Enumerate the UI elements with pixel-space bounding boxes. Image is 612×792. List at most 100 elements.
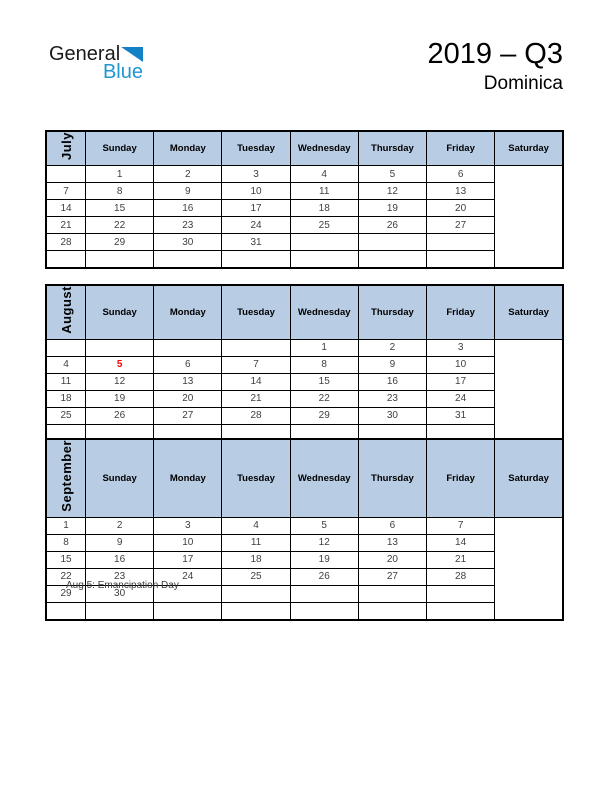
day-cell: 2 [357, 338, 428, 357]
day-cell: 20 [357, 550, 428, 569]
day-cell: 30 [84, 584, 155, 603]
empty-day-cell [357, 601, 428, 621]
empty-day-cell [45, 338, 86, 357]
day-cell: 12 [289, 533, 359, 552]
day-cell: 14 [45, 199, 86, 218]
day-cell: 28 [426, 567, 496, 586]
day-cell: 24 [221, 216, 291, 235]
day-cell: 12 [357, 182, 428, 201]
day-cell: 29 [84, 233, 155, 252]
day-cell: 30 [153, 233, 223, 252]
day-cell: 8 [45, 533, 86, 552]
day-cell: 27 [153, 406, 223, 425]
empty-day-cell [84, 601, 155, 621]
calendar-table: July Sunday Monday Tuesday Wednesday Thursday… [45, 130, 564, 270]
calendar-table: September Sunday Monday Tuesday Wednesday Thu… [45, 438, 564, 621]
month-label-cell: September [45, 438, 86, 518]
empty-day-cell [84, 338, 155, 357]
day-of-week-header: Tuesday [221, 130, 291, 167]
week-row: 8 9 10 11 12 13 14 [45, 533, 563, 552]
logo-top-row: General [49, 43, 143, 65]
day-cell: 1 [45, 516, 86, 535]
day-of-week-header: Thursday [357, 130, 428, 167]
day-cell: 25 [221, 567, 291, 586]
empty-day-cell [221, 250, 291, 269]
day-cell: 17 [153, 550, 223, 569]
week-row [45, 601, 563, 621]
day-of-week-header: Saturday [494, 130, 564, 167]
day-header-row: August Sunday Monday Tuesday Wednesday Thursd… [45, 284, 564, 340]
day-of-week-header: Tuesday [221, 438, 291, 518]
day-cell: 11 [45, 372, 86, 391]
day-cell: 15 [84, 199, 155, 218]
empty-day-cell [221, 601, 291, 621]
day-cell: 23 [153, 216, 223, 235]
day-cell: 21 [45, 216, 86, 235]
logo-text-blue: Blue [102, 61, 143, 83]
month-label-cell: July [45, 130, 86, 167]
day-of-week-header: Monday [153, 130, 223, 167]
empty-day-cell [289, 584, 359, 603]
day-cell: 15 [45, 550, 86, 569]
day-cell: 4 [45, 355, 86, 374]
empty-day-cell [153, 338, 223, 357]
day-of-week-header: Monday [153, 438, 223, 518]
title-block: 2019 – Q3 Dominica [428, 38, 563, 96]
day-cell: 19 [289, 550, 359, 569]
day-cell: 15 [289, 372, 359, 391]
empty-day-cell [45, 165, 86, 184]
day-cell: 7 [426, 516, 496, 535]
day-cell: 29 [289, 406, 359, 425]
day-of-week-header: Sunday [84, 438, 155, 518]
day-cell: 5 [289, 516, 359, 535]
day-cell: 9 [153, 182, 223, 201]
empty-day-cell [153, 601, 223, 621]
day-cell: 17 [426, 372, 496, 391]
day-cell: 3 [153, 516, 223, 535]
day-cell: 11 [221, 533, 291, 552]
empty-day-cell [357, 233, 428, 252]
day-cell: 10 [153, 533, 223, 552]
day-of-week-header: Wednesday [289, 284, 359, 340]
day-cell: 18 [289, 199, 359, 218]
month-label: July [58, 132, 74, 161]
weeks-body: 1 2 3 4 5 6 7 8 9 10 11 12 13 14 15 16 17 18 19 20 21 22 23 24 2… [45, 165, 563, 269]
page-subtitle: Dominica [483, 73, 563, 95]
week-row: 11 12 13 14 15 16 17 [45, 372, 563, 391]
day-cell: 23 [357, 389, 428, 408]
weeks-body: 1 2 3 4 5 6 7 8 9 10 11 12 13 14 15 16 17 18 19 20 21 22 23 24 2… [45, 516, 563, 621]
day-cell: 18 [45, 389, 86, 408]
day-of-week-header: Monday [153, 284, 223, 340]
empty-day-cell [426, 250, 496, 269]
day-cell: 28 [221, 406, 291, 425]
day-cell: 11 [289, 182, 359, 201]
day-cell: 21 [426, 550, 496, 569]
day-cell: 6 [357, 516, 428, 535]
empty-day-cell [289, 233, 359, 252]
day-cell: 28 [45, 233, 86, 252]
weeks-body: 1 2 3 4 5 6 7 8 9 10 11 12 13 14 15 16 17 18 19 20 21 22 23 24 2… [45, 338, 563, 443]
empty-day-cell [45, 601, 86, 621]
empty-day-cell [45, 250, 86, 269]
week-row: 18 19 20 21 22 23 24 [45, 389, 563, 408]
day-cell: 7 [45, 182, 86, 201]
day-cell: 2 [153, 165, 223, 184]
day-cell: 13 [153, 372, 223, 391]
month-table-august: August Sunday Monday Tuesday Wednesday Thursd… [45, 284, 564, 443]
page-title: 2019 – Q3 [427, 38, 563, 70]
day-cell: 13 [357, 533, 428, 552]
month-table-september: September Sunday Monday Tuesday Wednesday Thu… [45, 438, 564, 621]
empty-day-cell [153, 250, 223, 269]
day-cell: 22 [84, 216, 155, 235]
logo-triangle-icon [121, 47, 143, 62]
day-of-week-header: Thursday [357, 284, 428, 340]
day-cell: 6 [153, 355, 223, 374]
day-cell: 20 [153, 389, 223, 408]
day-cell: 20 [426, 199, 496, 218]
month-label: September [58, 440, 74, 512]
day-cell: 27 [426, 216, 496, 235]
day-cell: 8 [84, 182, 155, 201]
day-cell: 14 [221, 372, 291, 391]
day-cell: 6 [426, 165, 496, 184]
day-of-week-header: Tuesday [221, 284, 291, 340]
